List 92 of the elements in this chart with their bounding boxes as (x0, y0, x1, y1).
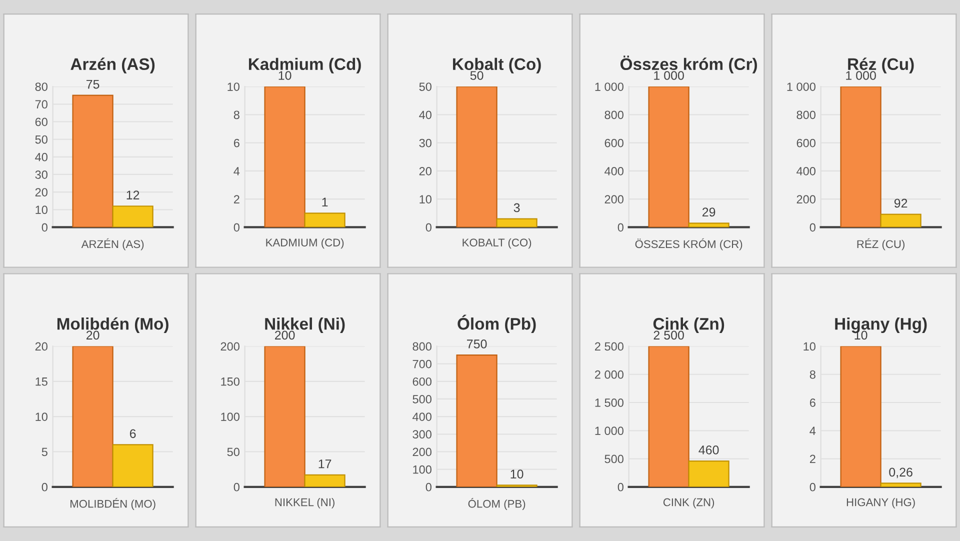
y-tick-label: 20 (35, 188, 48, 196)
y-tick-label: 0 (618, 223, 624, 232)
data-label: 1 (322, 198, 328, 206)
y-tick-label: 30 (35, 170, 48, 179)
y-tick-label: 0 (426, 223, 432, 232)
y-tick-label: 10 (804, 342, 816, 351)
chart-title: Arzén (AS) (70, 58, 155, 74)
y-tick-label: 20 (35, 342, 48, 351)
y-tick-label: 2 (234, 195, 240, 204)
y-tick-label: 2 000 (594, 370, 624, 379)
x-tick-label: NIKKEL (NI) (275, 498, 334, 508)
data-label: 1 000 (654, 71, 684, 80)
y-tick-label: 500 (604, 454, 624, 464)
y-tick-label: 200 (220, 342, 240, 351)
y-tick-label: 2 (810, 454, 816, 464)
y-tick-label: 1 000 (595, 82, 624, 91)
x-tick-label: KOBALT (CO) (462, 238, 532, 249)
chart-title: Ólom (Pb) (458, 314, 536, 334)
y-tick-label: 200 (412, 448, 432, 456)
y-tick-label: 50 (227, 448, 240, 456)
x-tick-label: MOLIBDÉN (MO) (70, 498, 156, 510)
data-label: 17 (318, 460, 332, 468)
data-label: 1 000 (846, 71, 876, 80)
y-tick-label: 2 500 (594, 342, 624, 351)
x-tick-label: RÉZ (CU) (857, 238, 904, 250)
y-tick-label: 400 (604, 166, 624, 176)
y-tick-label: 5 (42, 448, 48, 456)
y-tick-label: 1 000 (595, 426, 624, 436)
y-tick-label: 10 (228, 82, 240, 91)
y-tick-label: 80 (35, 82, 48, 91)
x-tick-label: ARZÉN (AS) (81, 238, 144, 250)
y-tick-label: 1 000 (787, 82, 816, 91)
y-tick-label: 150 (221, 377, 240, 386)
y-tick-label: 0 (234, 223, 240, 232)
y-tick-label: 0 (42, 223, 48, 232)
y-tick-label: 600 (796, 138, 816, 148)
y-tick-label: 40 (35, 152, 48, 162)
y-tick-label: 4 (810, 426, 816, 435)
y-tick-label: 15 (36, 378, 48, 386)
y-tick-label: 800 (604, 110, 624, 120)
y-tick-label: 400 (412, 412, 432, 421)
y-tick-label: 30 (419, 138, 432, 148)
y-tick-label: 600 (412, 377, 432, 386)
y-tick-label: 200 (604, 195, 624, 204)
y-tick-label: 0 (42, 482, 48, 492)
x-tick-label: HIGANY (HG) (846, 498, 915, 508)
data-label: 460 (698, 446, 719, 454)
x-tick-label: KADMIUM (CD) (266, 238, 344, 249)
y-tick-label: 8 (234, 110, 240, 120)
y-tick-label: 0 (426, 482, 432, 492)
y-tick-label: 0 (810, 482, 816, 492)
data-label: 75 (86, 80, 100, 89)
y-tick-label: 50 (35, 135, 48, 144)
y-tick-label: 6 (810, 398, 816, 407)
x-tick-label: ÖSSZES KRÓM (CR) (635, 238, 742, 250)
y-tick-label: 100 (413, 465, 432, 474)
y-tick-label: 0 (618, 482, 624, 492)
y-tick-label: 100 (221, 412, 240, 421)
y-tick-label: 6 (234, 138, 240, 148)
y-tick-label: 800 (412, 342, 432, 351)
y-tick-label: 10 (36, 206, 48, 214)
y-tick-label: 0 (234, 482, 240, 492)
y-tick-label: 20 (419, 166, 432, 176)
data-label: 10 (510, 470, 524, 479)
data-label: 6 (130, 429, 136, 438)
y-tick-label: 1 500 (595, 398, 624, 407)
y-tick-label: 40 (419, 110, 432, 120)
y-tick-label: 10 (420, 195, 432, 204)
data-label: 29 (702, 208, 716, 217)
data-label: 750 (467, 340, 487, 348)
y-tick-label: 600 (604, 138, 624, 148)
data-label: 0,26 (889, 468, 912, 478)
y-tick-label: 4 (234, 167, 240, 176)
y-tick-label: 200 (796, 195, 816, 204)
y-tick-label: 8 (810, 370, 816, 379)
data-label: 3 (514, 203, 520, 212)
y-tick-label: 300 (412, 430, 432, 439)
data-label: 12 (126, 190, 140, 200)
y-tick-label: 10 (36, 412, 48, 421)
y-tick-label: 800 (796, 110, 816, 120)
y-tick-label: 0 (810, 223, 816, 232)
data-label: 92 (894, 198, 908, 208)
x-tick-label: CINK (ZN) (663, 498, 714, 508)
y-tick-label: 60 (35, 118, 48, 126)
data-label: 50 (470, 71, 484, 80)
x-tick-label: ÓLOM (PB) (468, 498, 526, 510)
data-label: 10 (278, 71, 292, 80)
y-tick-label: 700 (412, 360, 432, 368)
y-tick-label: 500 (412, 395, 432, 404)
y-tick-label: 400 (796, 166, 816, 176)
y-tick-label: 70 (35, 100, 48, 109)
y-tick-label: 50 (419, 82, 432, 91)
